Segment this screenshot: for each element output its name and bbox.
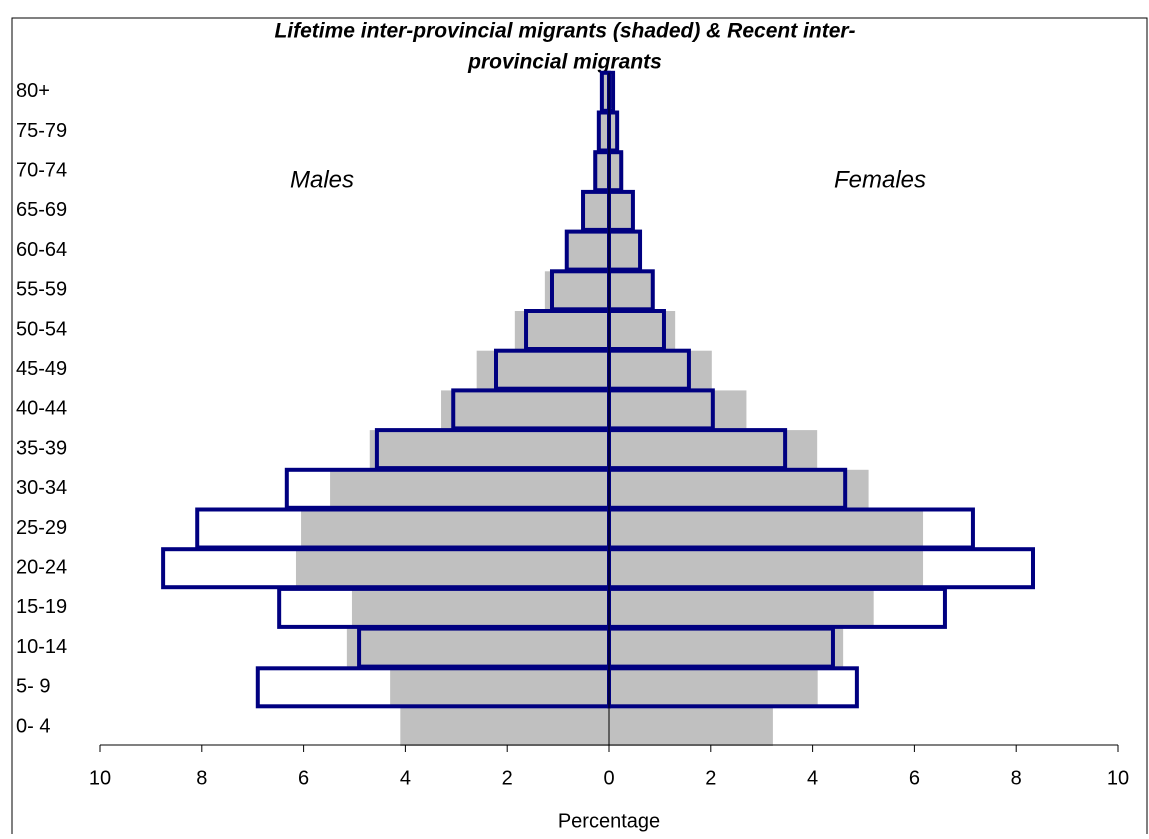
- y-tick-label: 35-39: [16, 437, 67, 459]
- y-tick-label: 0- 4: [16, 715, 50, 737]
- x-tick-label: 8: [1011, 767, 1022, 789]
- x-tick-label: 2: [705, 767, 716, 789]
- shaded-bar: [301, 509, 609, 548]
- y-tick-label: 25-29: [16, 517, 67, 539]
- shaded-bar: [330, 469, 609, 508]
- y-tick-label: 30-34: [16, 477, 67, 499]
- x-tick-label: 4: [807, 767, 818, 789]
- y-tick-label: 75-79: [16, 120, 67, 142]
- shaded-bar: [609, 271, 652, 310]
- shaded-bar: [609, 430, 818, 469]
- x-tick-label: 0: [603, 767, 614, 789]
- shaded-bar: [609, 628, 844, 667]
- shaded-bar: [581, 191, 609, 230]
- y-tick-label: 80+: [16, 80, 50, 102]
- x-tick-label: 8: [196, 767, 207, 789]
- y-tick-label: 5- 9: [16, 676, 50, 698]
- y-tick-label: 60-64: [16, 239, 67, 261]
- shaded-bar: [566, 231, 609, 270]
- y-tick-label: 65-69: [16, 199, 67, 221]
- annotation: Males: [290, 166, 354, 193]
- chart-title: Lifetime inter-provincial migrants (shad…: [274, 20, 855, 43]
- y-tick-label: 15-19: [16, 596, 67, 618]
- shaded-bar: [609, 112, 619, 151]
- shaded-bar: [609, 191, 632, 230]
- x-tick-label: 6: [298, 767, 309, 789]
- x-axis-label: Percentage: [558, 810, 660, 832]
- shaded-bar: [609, 549, 924, 588]
- shaded-bar: [598, 112, 609, 151]
- shaded-bar: [609, 668, 818, 707]
- x-tick-label: 4: [400, 767, 411, 789]
- x-tick-label: 10: [89, 767, 111, 789]
- x-tick-label: 6: [909, 767, 920, 789]
- y-tick-label: 45-49: [16, 358, 67, 380]
- shaded-bar: [609, 469, 869, 508]
- x-tick-label: 10: [1107, 767, 1129, 789]
- y-tick-label: 40-44: [16, 398, 67, 420]
- shaded-bar: [514, 311, 609, 349]
- shaded-bar: [369, 430, 609, 469]
- shaded-bar: [295, 549, 609, 588]
- annotation: Females: [834, 166, 926, 193]
- chart-subtitle: provincial migrants: [467, 51, 662, 74]
- y-tick-label: 10-14: [16, 636, 67, 658]
- x-tick-label: 2: [502, 767, 513, 789]
- y-tick-label: 70-74: [16, 159, 67, 181]
- shaded-bar: [602, 72, 609, 111]
- shaded-bar: [476, 350, 609, 389]
- chart-frame: [11, 17, 1148, 839]
- shaded-bar: [544, 271, 609, 310]
- y-tick-label: 20-24: [16, 556, 67, 578]
- shaded-bar: [609, 231, 639, 270]
- shaded-bar: [609, 390, 747, 429]
- shaded-bar: [609, 708, 773, 746]
- y-tick-label: 55-59: [16, 279, 67, 301]
- shaded-bar: [609, 350, 712, 389]
- shaded-bar: [351, 588, 609, 627]
- shaded-bar: [609, 588, 874, 627]
- shaded-bar: [390, 668, 609, 707]
- shaded-bar: [346, 628, 609, 667]
- y-tick-label: 50-54: [16, 318, 67, 340]
- shaded-bar: [400, 708, 609, 746]
- shaded-bar: [609, 509, 924, 548]
- shaded-bar: [441, 390, 609, 429]
